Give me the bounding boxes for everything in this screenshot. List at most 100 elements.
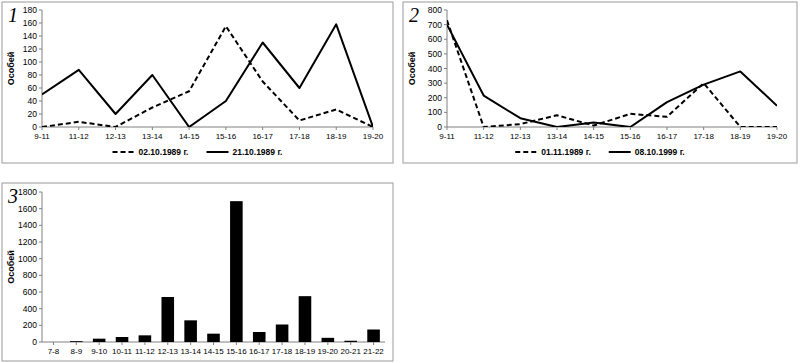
x-tick <box>42 127 43 130</box>
x-tick-label: 9-11 <box>34 132 50 141</box>
x-tick-label: 13-14 <box>142 132 163 141</box>
y-tick-label: 500 <box>428 49 442 59</box>
x-tick <box>373 127 374 130</box>
x-tick <box>299 127 300 130</box>
x-tick <box>304 342 305 345</box>
legend-swatch <box>207 151 229 153</box>
legend-label: 21.10.1989 г. <box>233 147 283 157</box>
x-axis <box>447 127 777 128</box>
x-tick-label: 10-11 <box>112 347 132 356</box>
legend-swatch <box>515 151 537 153</box>
bar <box>184 320 197 342</box>
x-tick-label: 21-22 <box>363 347 384 356</box>
bar <box>161 297 174 342</box>
bar <box>47 342 60 343</box>
legend-label: 01.11.1989 г. <box>541 147 591 157</box>
x-tick <box>259 342 260 345</box>
bar <box>253 332 266 342</box>
figure: 1Особей0204060801001201401601809-1111-12… <box>0 0 800 363</box>
x-tick-label: 19-20 <box>318 347 339 356</box>
x-tick-label: 20-21 <box>340 347 361 356</box>
x-tick <box>78 127 79 130</box>
x-tick-label: 12-13 <box>510 132 531 141</box>
x-tick <box>327 342 328 345</box>
legend-swatch <box>609 151 631 153</box>
x-tick <box>213 342 214 345</box>
x-tick-label: 9-11 <box>439 132 455 141</box>
data-group <box>42 24 373 127</box>
y-tick-label: 0 <box>32 122 37 132</box>
x-tick-label: 13-14 <box>180 347 201 356</box>
x-axis <box>42 127 373 128</box>
y-tick-label: 100 <box>428 107 442 117</box>
bar <box>207 334 220 342</box>
x-tick <box>144 342 145 345</box>
y-axis <box>447 10 448 127</box>
x-tick-label: 16-17 <box>249 347 270 356</box>
panel: 1Особей0204060801001201401601809-1111-12… <box>2 2 393 163</box>
x-tick <box>76 342 77 345</box>
y-tick-label: 200 <box>23 320 37 330</box>
x-tick-label: 18-19 <box>326 132 347 141</box>
y-axis-label: Особей <box>6 250 16 284</box>
x-tick <box>447 127 448 130</box>
y-tick-label: 600 <box>428 34 442 44</box>
legend-swatch <box>113 151 135 153</box>
bar <box>93 339 106 342</box>
x-tick-label: 19-20 <box>363 132 384 141</box>
panel-frame <box>2 183 393 361</box>
bar <box>70 341 83 342</box>
x-tick-label: 14-15 <box>583 132 604 141</box>
y-tick-label: 0 <box>32 337 37 347</box>
y-tick-label: 20 <box>28 109 38 119</box>
y-tick-label: 800 <box>428 5 442 15</box>
legend: 02.10.1989 г. 21.10.1989 г. <box>113 147 283 157</box>
x-tick <box>236 342 237 345</box>
x-tick <box>350 342 351 345</box>
x-tick <box>520 127 521 130</box>
x-tick-label: 16-17 <box>252 132 273 141</box>
bar <box>367 330 380 343</box>
x-tick-label: 18-19 <box>295 347 316 356</box>
y-axis <box>42 192 43 342</box>
x-tick-label: 14-15 <box>203 347 224 356</box>
bar <box>322 338 335 342</box>
data-group <box>447 20 777 127</box>
panel: 3Особей020040060080010001200140016001800… <box>2 183 393 361</box>
y-tick-label: 140 <box>23 31 37 41</box>
x-tick-label: 18-19 <box>730 132 751 141</box>
x-tick <box>115 127 116 130</box>
bar <box>344 341 357 342</box>
legend-label: 02.10.1989 г. <box>139 147 189 157</box>
x-tick-label: 19-20 <box>767 132 788 141</box>
x-tick-label: 14-15 <box>179 132 200 141</box>
x-tick-label: 12-13 <box>105 132 126 141</box>
series-line <box>447 20 777 127</box>
y-tick-label: 1400 <box>18 220 37 230</box>
y-tick-label: 600 <box>23 287 37 297</box>
x-tick <box>593 127 594 130</box>
x-tick <box>373 342 374 345</box>
bar <box>139 335 152 342</box>
x-tick-label: 17-18 <box>289 132 310 141</box>
x-tick <box>282 342 283 345</box>
y-tick-label: 40 <box>28 96 38 106</box>
x-tick <box>336 127 337 130</box>
x-tick-label: 8-9 <box>71 347 83 356</box>
y-tick-label: 800 <box>23 270 37 280</box>
x-tick-label: 17-18 <box>272 347 293 356</box>
x-tick <box>167 342 168 345</box>
y-tick-label: 400 <box>428 64 442 74</box>
legend-label: 08.10.1999 г. <box>635 147 685 157</box>
y-tick-label: 400 <box>23 304 37 314</box>
y-tick-label: 80 <box>28 70 38 80</box>
panel-frame <box>2 2 393 163</box>
x-tick-label: 9-10 <box>91 347 108 356</box>
x-tick <box>777 127 778 130</box>
y-axis <box>42 10 43 127</box>
x-tick-label: 13-14 <box>547 132 568 141</box>
x-tick-label: 15-16 <box>216 132 237 141</box>
x-tick <box>630 127 631 130</box>
x-tick-label: 16-17 <box>657 132 678 141</box>
y-tick-label: 180 <box>23 5 37 15</box>
